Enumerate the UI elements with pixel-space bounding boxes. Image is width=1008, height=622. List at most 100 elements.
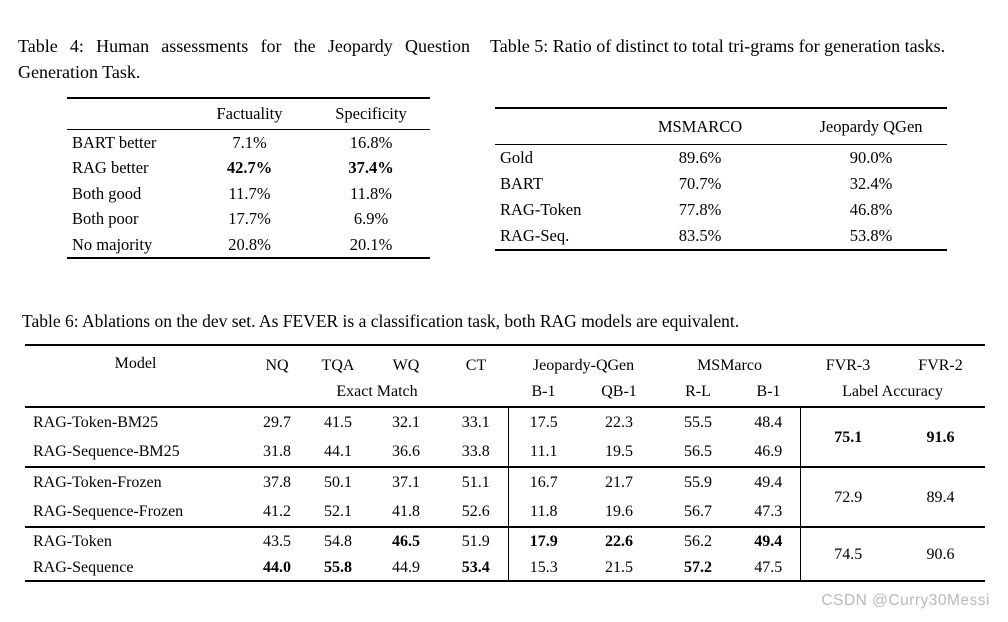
cell-fvr2: 91.6 (926, 428, 955, 446)
cell-nq: 37.8 (263, 474, 291, 491)
table4: Factuality Specificity BART better 7.1% … (67, 97, 430, 260)
table6-group-frozen: RAG-Token-Frozen 37.8 50.1 37.1 51.1 16.… (25, 467, 986, 527)
table6-header-tqa: TQA (321, 357, 355, 374)
cell-b1: 11.8 (507, 497, 579, 527)
row-label: RAG-Seq. (500, 226, 570, 245)
table5-header-empty (495, 108, 605, 145)
cell-msmarco: 70.7% (678, 174, 722, 193)
cell-wq: 46.5 (392, 532, 420, 550)
row-label: Both good (72, 183, 142, 203)
row-label: BART better (72, 133, 157, 152)
cell-qb1: 19.5 (605, 443, 633, 460)
cell-qb1: 21.7 (605, 474, 633, 491)
table4-caption: Table 4: Human assessments for the Jeopa… (18, 36, 470, 82)
row-label: BART (500, 174, 544, 193)
cell-factuality: 42.7% (226, 158, 273, 178)
cell-model: RAG-Token-BM25 (33, 414, 159, 431)
table6-group-full: RAG-Token 43.5 54.8 46.5 51.9 17.9 22.6 … (25, 527, 986, 581)
table6-header-wq: WQ (392, 357, 420, 374)
cell-mb1: 47.5 (754, 558, 783, 576)
table6-header-ct: CT (465, 357, 487, 374)
cell-factuality: 17.7% (228, 209, 271, 229)
table-row: RAG-Token-BM25 29.7 41.5 32.1 33.1 17.5 … (25, 407, 985, 467)
table-row: RAG-Seq. 83.5% 53.8% (495, 223, 947, 250)
cell-tqa: 54.8 (324, 532, 352, 550)
cell-specificity: 11.8% (349, 183, 392, 203)
cell-tqa: 52.1 (324, 503, 352, 520)
cell-specificity: 37.4% (348, 158, 394, 178)
cell-fvr3: 75.1 (799, 407, 897, 467)
table-row: RAG-Token 77.8% 46.8% (495, 197, 947, 223)
cell-msmarco: 89.6% (678, 148, 722, 167)
cell-b1: 11.1 (507, 437, 579, 467)
table6-header-b1: B-1 (531, 383, 556, 400)
cell-b1: 17.9 (507, 527, 579, 554)
cell-qb1: 19.6 (605, 503, 633, 520)
cell-jeopardy: 90.0% (849, 148, 893, 167)
table6: Model NQ TQA WQ CT Jeopardy-QGen MSMarco… (25, 344, 986, 582)
cell-fvr2: 89.4 (926, 488, 955, 506)
cell-jeopardy: 53.8% (849, 226, 893, 245)
table6-header-fvr2: FVR-2 (918, 357, 963, 374)
cell-ct: 33.8 (461, 443, 490, 460)
cell-nq: 31.8 (263, 443, 291, 460)
cell-rl: 55.9 (684, 474, 713, 491)
cell-model: RAG-Sequence-BM25 (33, 443, 180, 460)
cell-tqa: 44.1 (324, 443, 352, 460)
cell-model: RAG-Token (33, 532, 112, 550)
row-label: Gold (500, 148, 533, 167)
cell-fvr3: 72.9 (799, 467, 897, 527)
table6-group-bm25: RAG-Token-BM25 29.7 41.5 32.1 33.1 17.5 … (25, 407, 986, 467)
table4-header-empty (67, 98, 187, 130)
table6-header-rl: R-L (685, 383, 711, 400)
cell-factuality: 20.8% (228, 234, 271, 254)
cell-specificity: 16.8% (349, 133, 393, 152)
cell-nq: 44.0 (263, 558, 291, 576)
cell-specificity: 6.9% (353, 209, 389, 229)
cell-rl: 56.7 (684, 503, 713, 520)
table-row: RAG-Sequence-Frozen 41.2 52.1 41.8 52.6 … (25, 497, 985, 527)
table-row: RAG-Sequence 44.0 55.8 44.9 53.4 15.3 21… (25, 554, 985, 581)
cell-wq: 37.1 (392, 474, 420, 491)
cell-msmarco: 77.8% (678, 200, 722, 219)
table6-header-exact-match: Exact Match (336, 383, 418, 400)
table5-header-row: MSMARCO Jeopardy QGen (495, 108, 947, 145)
table-row: RAG better 42.7% 37.4% (67, 155, 430, 180)
cell-qb1: 22.3 (605, 414, 633, 431)
table4-header-factuality: Factuality (187, 98, 312, 130)
cell-mb1: 48.4 (754, 414, 783, 431)
cell-b1: 16.7 (507, 467, 579, 497)
cell-tqa: 50.1 (324, 474, 352, 491)
table6-header-model: Model (114, 355, 157, 372)
cell-mb1: 46.9 (754, 443, 783, 460)
cell-nq: 41.2 (263, 503, 291, 520)
table-row: Gold 89.6% 90.0% (495, 145, 947, 172)
cell-b1: 17.5 (507, 407, 579, 437)
cell-model: RAG-Sequence-Frozen (33, 503, 184, 520)
row-label: RAG-Token (500, 200, 582, 219)
cell-rl: 56.2 (684, 532, 713, 550)
table6-header-qb1: QB-1 (601, 383, 637, 400)
cell-msmarco: 83.5% (678, 226, 722, 245)
cell-ct: 53.4 (461, 558, 490, 576)
cell-wq: 41.8 (392, 503, 420, 520)
cell-nq: 43.5 (263, 532, 291, 550)
table6-header-nq: NQ (265, 357, 289, 374)
cell-fvr3: 74.5 (799, 527, 897, 581)
cell-jeopardy: 46.8% (849, 200, 893, 219)
cell-rl: 56.5 (684, 443, 713, 460)
row-label: RAG better (72, 158, 149, 178)
cell-tqa: 41.5 (324, 414, 352, 431)
cell-ct: 51.1 (461, 474, 490, 491)
table4-header-specificity: Specificity (312, 98, 430, 130)
cell-nq: 29.7 (263, 414, 291, 431)
cell-rl: 55.5 (684, 414, 713, 431)
cell-qb1: 22.6 (605, 532, 633, 550)
table6-header-msmarco: MSMarco (697, 357, 762, 374)
cell-b1: 15.3 (507, 554, 579, 581)
table5: MSMARCO Jeopardy QGen Gold 89.6% 90.0% B… (495, 107, 947, 251)
cell-factuality: 11.7% (228, 183, 271, 203)
table6-header-row2: Exact Match B-1 QB-1 R-L B-1 Label Accur… (25, 380, 985, 407)
table6-caption: Table 6: Ablations on the dev set. As FE… (22, 311, 740, 331)
cell-ct: 33.1 (461, 414, 490, 431)
